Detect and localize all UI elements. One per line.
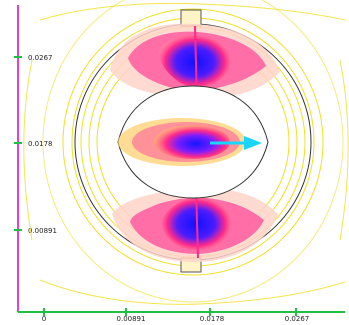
bottom-lobe bbox=[112, 185, 278, 262]
x-tick-label-2: 0.00891 bbox=[117, 315, 146, 323]
y-tick-label-2: 0.0178 bbox=[28, 140, 53, 148]
central-core bbox=[118, 118, 246, 166]
x-tick-label-4: 0.0267 bbox=[285, 315, 310, 323]
top-lobe bbox=[110, 23, 280, 101]
y-tick-label-3: 0.00891 bbox=[28, 227, 57, 235]
y-axis-ticks bbox=[14, 56, 22, 231]
x-tick-label-1: 0 bbox=[42, 315, 46, 323]
top-port bbox=[180, 9, 202, 27]
x-axis-ticks bbox=[43, 308, 297, 316]
x-tick-label-3: 0.0178 bbox=[200, 315, 225, 323]
y-tick-label-1: 0.0267 bbox=[28, 54, 53, 62]
direction-arrow bbox=[210, 136, 262, 150]
